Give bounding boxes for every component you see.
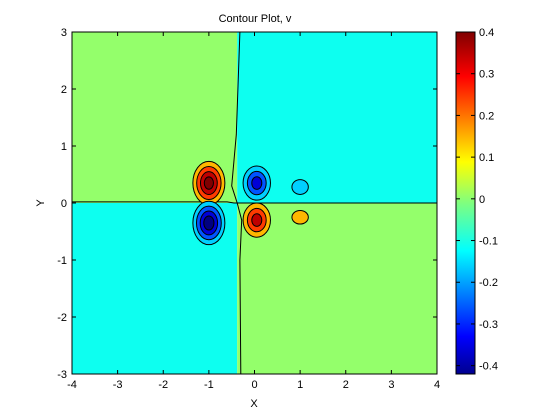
x-tick-label: 2 [343, 379, 349, 391]
x-axis: -4 -3 -2 -1 0 1 2 3 4 [67, 32, 440, 391]
x-tick-label: 0 [251, 379, 257, 391]
y-tick-label: 0 [61, 198, 67, 210]
colorbar-tick-label: 0.3 [479, 69, 494, 81]
zero-contour-vertical [231, 31, 243, 375]
x-tick-label: -2 [158, 379, 168, 391]
x-tick-label: -1 [204, 379, 214, 391]
colorbar-tick-label: 0 [479, 194, 485, 206]
y-axis-label: Y [35, 199, 47, 207]
contour-region-bottom-right [237, 203, 437, 374]
colorbar-gradient [455, 31, 476, 375]
feature-3-level-2 [251, 213, 263, 227]
y-tick-label: -2 [57, 312, 67, 324]
x-tick-label: 3 [388, 379, 394, 391]
x-tick-label: 1 [297, 379, 303, 391]
y-tick-label: 2 [61, 84, 67, 96]
y-tick-label: -3 [57, 369, 67, 381]
colorbar-tick-label: 0.1 [479, 152, 494, 164]
x-tick-label: -4 [67, 379, 77, 391]
contour-region-top-right [237, 32, 437, 203]
colorbar-tick-label: -0.4 [479, 361, 498, 373]
feature-0-level-3 [203, 176, 214, 190]
y-tick-label: -1 [57, 255, 67, 267]
colorbar: 0.4 0.3 0.2 0.1 0 -0.1 -0.2 -0.3 -0.4 [455, 27, 498, 375]
y-axis: -3 -2 -1 0 1 2 3 [57, 27, 437, 381]
colorbar-tick-label: -0.2 [479, 277, 498, 289]
zero-contour-horizontal [72, 201, 437, 204]
x-tick-label: -3 [113, 379, 123, 391]
x-tick-label: 4 [434, 379, 440, 391]
colorbar-tick-label: 0.4 [479, 27, 494, 39]
colorbar-tick-label: -0.3 [479, 319, 498, 331]
chart-title: Contour Plot, v [219, 13, 292, 25]
x-axis-label: X [250, 398, 258, 410]
colorbar-tick-label: 0.2 [479, 110, 494, 122]
colorbar-tick-label: -0.1 [479, 236, 498, 248]
y-tick-label: 3 [61, 27, 67, 39]
feature-5-level-0 [291, 209, 309, 225]
contour-lines [72, 31, 437, 375]
feature-1-level-3 [203, 215, 215, 231]
y-tick-label: 1 [61, 141, 67, 153]
feature-4-level-0 [291, 179, 309, 195]
feature-2-level-2 [251, 176, 263, 190]
